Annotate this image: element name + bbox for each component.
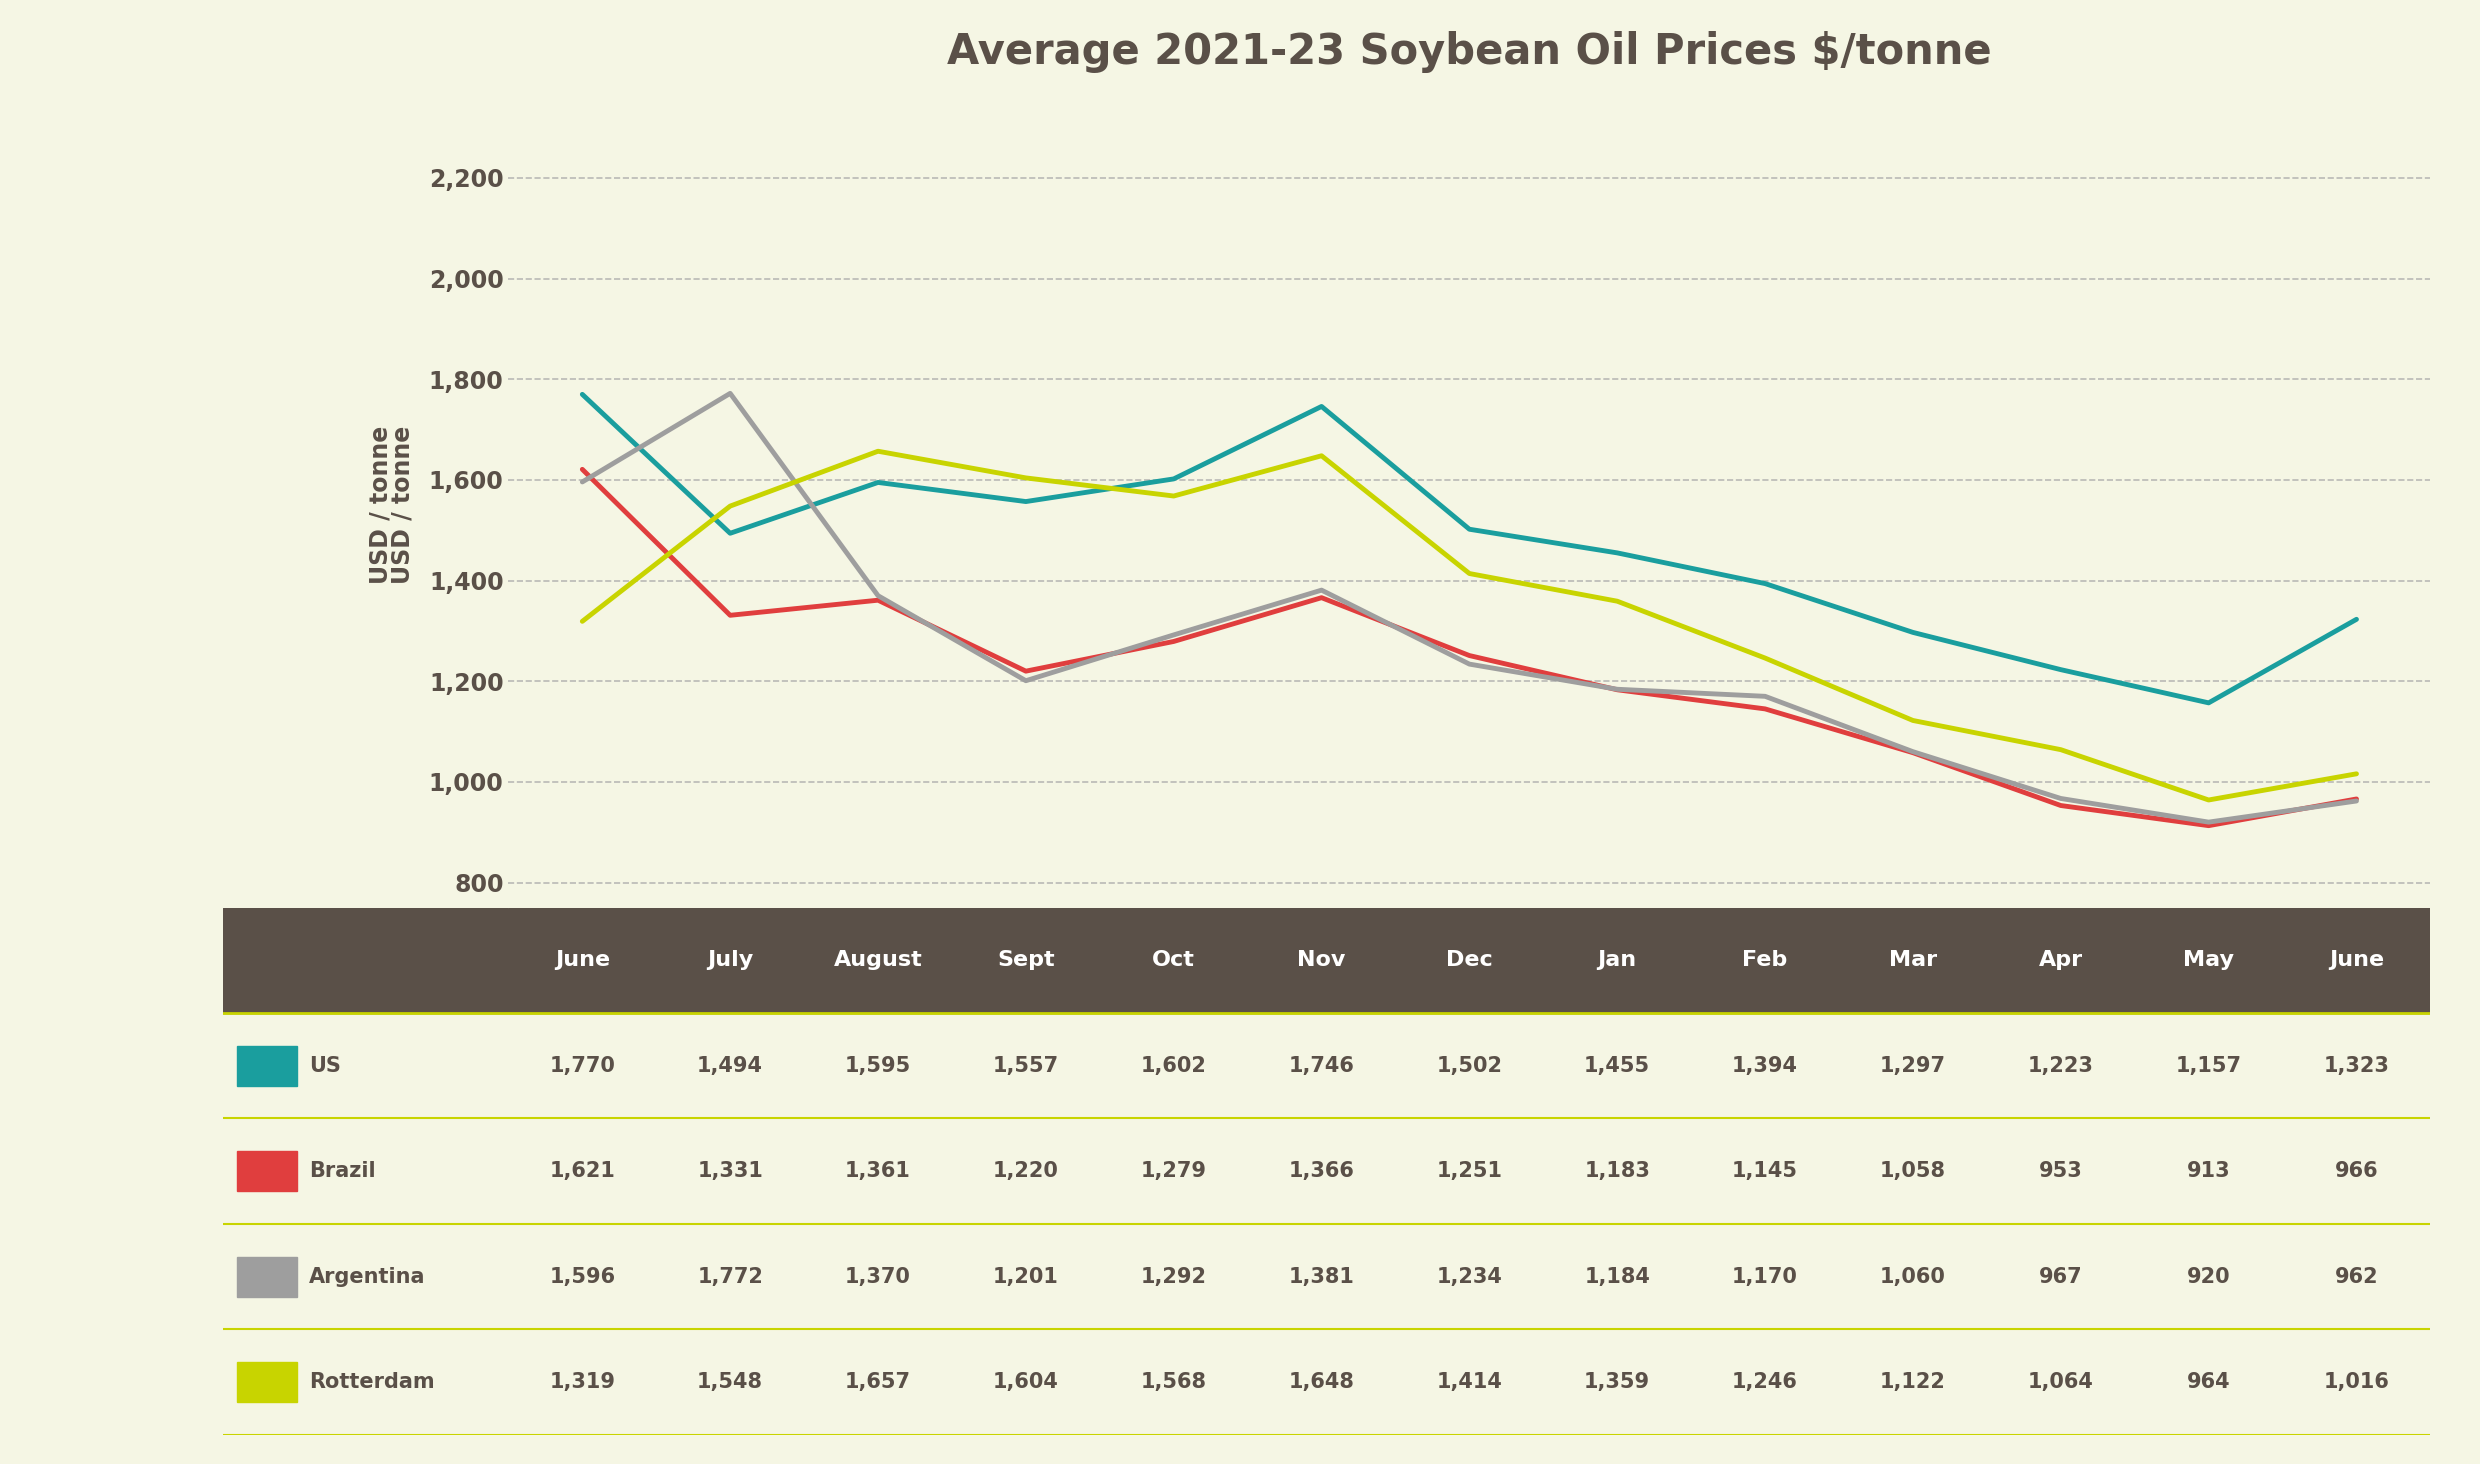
Text: June: June bbox=[556, 950, 610, 971]
Text: 1,220: 1,220 bbox=[992, 1161, 1059, 1181]
Text: 913: 913 bbox=[2187, 1161, 2230, 1181]
Text: 1,502: 1,502 bbox=[1436, 1056, 1503, 1076]
Text: 1,297: 1,297 bbox=[1880, 1056, 1947, 1076]
Text: 953: 953 bbox=[2039, 1161, 2083, 1181]
Text: Rotterdam: Rotterdam bbox=[308, 1372, 434, 1392]
Text: May: May bbox=[2182, 950, 2234, 971]
Text: 1,183: 1,183 bbox=[1585, 1161, 1649, 1181]
Text: 1,201: 1,201 bbox=[992, 1266, 1059, 1287]
Bar bbox=[1840, 908, 1986, 1013]
Text: 1,184: 1,184 bbox=[1585, 1266, 1649, 1287]
Bar bbox=[1543, 908, 1691, 1013]
Text: 1,331: 1,331 bbox=[697, 1161, 764, 1181]
Text: August: August bbox=[833, 950, 923, 971]
Text: 1,548: 1,548 bbox=[697, 1372, 764, 1392]
Text: 1,319: 1,319 bbox=[551, 1372, 615, 1392]
Text: 967: 967 bbox=[2039, 1266, 2083, 1287]
Bar bbox=[2282, 908, 2430, 1013]
Text: Sept: Sept bbox=[997, 950, 1054, 971]
Text: 1,361: 1,361 bbox=[846, 1161, 910, 1181]
Text: 1,414: 1,414 bbox=[1436, 1372, 1503, 1392]
Text: 1,359: 1,359 bbox=[1585, 1372, 1649, 1392]
Bar bbox=[2135, 908, 2282, 1013]
Text: 1,223: 1,223 bbox=[2029, 1056, 2093, 1076]
Bar bbox=[223, 908, 508, 1013]
Text: 964: 964 bbox=[2187, 1372, 2230, 1392]
Text: 1,568: 1,568 bbox=[1141, 1372, 1208, 1392]
Text: Brazil: Brazil bbox=[308, 1161, 374, 1181]
Bar bbox=[952, 908, 1099, 1013]
Text: Nov: Nov bbox=[1297, 950, 1347, 971]
Text: 1,246: 1,246 bbox=[1731, 1372, 1798, 1392]
Text: Jan: Jan bbox=[1597, 950, 1637, 971]
Bar bbox=[1396, 908, 1543, 1013]
Y-axis label: USD / tonne: USD / tonne bbox=[392, 426, 414, 584]
Bar bbox=[238, 1362, 298, 1403]
Text: 1,557: 1,557 bbox=[992, 1056, 1059, 1076]
Text: 1,366: 1,366 bbox=[1290, 1161, 1354, 1181]
Text: 920: 920 bbox=[2187, 1266, 2230, 1287]
Text: 1,323: 1,323 bbox=[2324, 1056, 2388, 1076]
Text: 1,170: 1,170 bbox=[1731, 1266, 1798, 1287]
Bar bbox=[238, 1045, 298, 1086]
Text: 1,595: 1,595 bbox=[846, 1056, 910, 1076]
Bar bbox=[1247, 908, 1396, 1013]
Text: 1,122: 1,122 bbox=[1880, 1372, 1947, 1392]
Bar bbox=[804, 908, 952, 1013]
Text: 1,596: 1,596 bbox=[548, 1266, 615, 1287]
Text: Dec: Dec bbox=[1446, 950, 1493, 971]
Text: 1,772: 1,772 bbox=[697, 1266, 764, 1287]
Text: 1,058: 1,058 bbox=[1880, 1161, 1947, 1181]
Text: 1,145: 1,145 bbox=[1731, 1161, 1798, 1181]
Text: Argentina: Argentina bbox=[308, 1266, 424, 1287]
Text: 1,370: 1,370 bbox=[846, 1266, 910, 1287]
Title: Average 2021-23 Soybean Oil Prices $/tonne: Average 2021-23 Soybean Oil Prices $/ton… bbox=[947, 31, 1991, 73]
Text: 1,648: 1,648 bbox=[1290, 1372, 1354, 1392]
Bar bbox=[238, 1256, 298, 1297]
Bar bbox=[1986, 908, 2135, 1013]
Bar bbox=[238, 1151, 298, 1192]
Text: 1,770: 1,770 bbox=[551, 1056, 615, 1076]
Text: 1,494: 1,494 bbox=[697, 1056, 764, 1076]
Text: USD / tonne: USD / tonne bbox=[367, 426, 392, 584]
Text: Mar: Mar bbox=[1890, 950, 1937, 971]
Text: US: US bbox=[308, 1056, 340, 1076]
Text: Oct: Oct bbox=[1153, 950, 1195, 971]
Text: 1,455: 1,455 bbox=[1585, 1056, 1649, 1076]
Text: 1,394: 1,394 bbox=[1731, 1056, 1798, 1076]
Text: 1,234: 1,234 bbox=[1436, 1266, 1503, 1287]
Text: June: June bbox=[2329, 950, 2383, 971]
Text: 1,251: 1,251 bbox=[1436, 1161, 1503, 1181]
Text: 1,381: 1,381 bbox=[1290, 1266, 1354, 1287]
Text: 1,657: 1,657 bbox=[846, 1372, 910, 1392]
Text: 1,016: 1,016 bbox=[2324, 1372, 2388, 1392]
Text: July: July bbox=[707, 950, 754, 971]
Text: 1,064: 1,064 bbox=[2029, 1372, 2093, 1392]
Text: Apr: Apr bbox=[2039, 950, 2083, 971]
Text: 1,292: 1,292 bbox=[1141, 1266, 1208, 1287]
Bar bbox=[508, 908, 657, 1013]
Text: 1,621: 1,621 bbox=[551, 1161, 615, 1181]
Text: 1,602: 1,602 bbox=[1141, 1056, 1208, 1076]
Bar bbox=[1099, 908, 1247, 1013]
Bar bbox=[1691, 908, 1840, 1013]
Text: 1,060: 1,060 bbox=[1880, 1266, 1947, 1287]
Text: 1,157: 1,157 bbox=[2175, 1056, 2242, 1076]
Bar bbox=[657, 908, 804, 1013]
Text: 1,746: 1,746 bbox=[1290, 1056, 1354, 1076]
Text: 1,604: 1,604 bbox=[992, 1372, 1059, 1392]
Text: 966: 966 bbox=[2334, 1161, 2378, 1181]
Text: 1,279: 1,279 bbox=[1141, 1161, 1208, 1181]
Text: Feb: Feb bbox=[1743, 950, 1788, 971]
Text: 962: 962 bbox=[2334, 1266, 2378, 1287]
